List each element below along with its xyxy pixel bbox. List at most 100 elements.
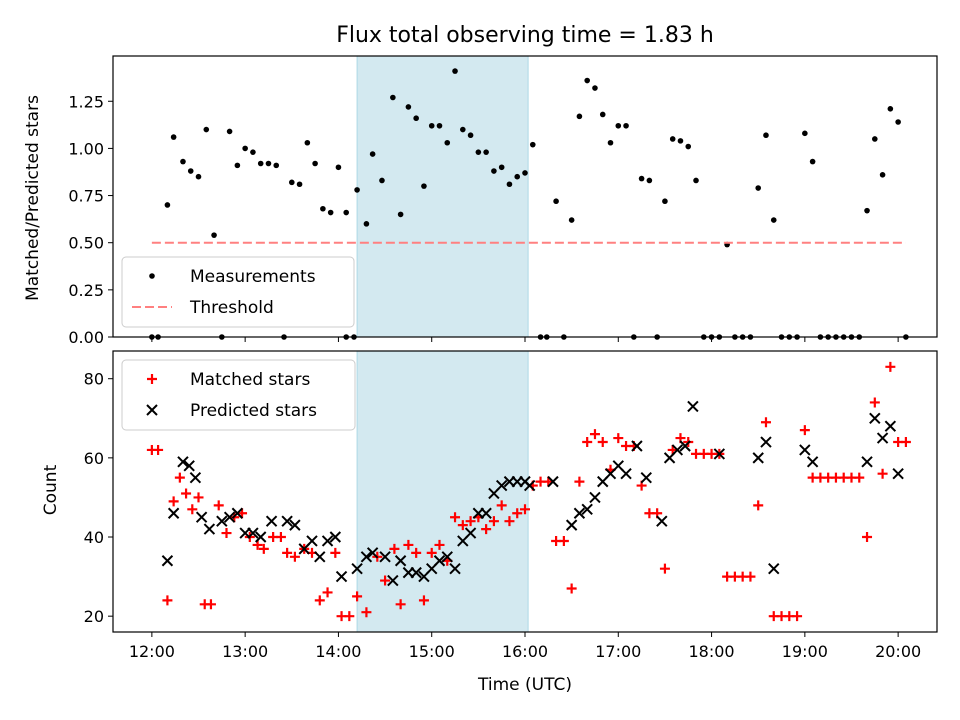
measurement-point — [755, 185, 762, 191]
measurement-point — [770, 217, 777, 223]
matched-star-point — [597, 437, 608, 448]
matched-star-point — [314, 595, 325, 606]
measurement-point — [312, 160, 318, 167]
measurement-point — [273, 162, 280, 169]
predicted-star-point — [189, 471, 202, 484]
measurement-point — [623, 122, 629, 129]
legend: Measurements Threshold — [121, 256, 355, 328]
measurement-point — [390, 94, 396, 101]
x-tick-label: 16:00 — [502, 642, 548, 661]
measurement-point — [211, 232, 217, 238]
measurement-point — [607, 139, 614, 146]
matched-star-point — [418, 595, 429, 606]
predicted-star-point — [752, 452, 764, 464]
y-tick-label: 0.50 — [68, 234, 104, 253]
chart-title: Flux total observing time = 1.83 h — [336, 23, 714, 48]
measurement-point — [864, 207, 870, 214]
predicted-star-point — [656, 515, 668, 527]
measurement-point — [568, 217, 575, 223]
bottom-y-axis-label: Count — [41, 464, 61, 515]
measurement-point — [763, 132, 769, 139]
predicted-star-point — [581, 503, 593, 516]
predicted-star-point — [565, 519, 578, 531]
predicted-star-point — [573, 507, 586, 519]
measurement-point — [599, 111, 606, 118]
matched-star-point — [213, 500, 224, 511]
predicted-star-point — [892, 467, 904, 480]
matched-star-point — [488, 516, 499, 527]
measurement-point — [354, 187, 360, 193]
matched-star-point — [322, 587, 333, 598]
predicted-star-point — [589, 491, 601, 504]
matched-star-point — [205, 599, 216, 610]
matched-star-point — [520, 504, 530, 515]
measurement-point — [327, 209, 334, 216]
predicted-star-point — [713, 448, 726, 460]
matched-star-point — [426, 547, 437, 558]
matched-star-point — [760, 417, 771, 428]
matched-star-point — [885, 361, 896, 372]
matched-star-point — [411, 547, 422, 558]
predicted-star-point — [161, 555, 174, 567]
matched-star-point — [289, 551, 300, 562]
matched-star-point — [496, 500, 507, 511]
predicted-star-point — [216, 515, 228, 527]
legend-label: Predicted stars — [190, 401, 317, 421]
predicted-star-point — [379, 551, 391, 563]
measurement-point — [553, 198, 559, 205]
predicted-star-point — [441, 551, 453, 563]
predicted-star-point — [394, 555, 407, 567]
measurement-point — [320, 205, 326, 212]
predicted-star-point — [876, 432, 889, 444]
predicted-star-point — [387, 574, 399, 587]
x-tick-label: 15:00 — [409, 642, 455, 661]
measurement-point — [662, 198, 668, 205]
x-tick-label: 17:00 — [595, 642, 641, 661]
predicted-star-point — [289, 519, 301, 531]
predicted-star-point — [671, 444, 684, 456]
x-tick-label: 14:00 — [315, 642, 361, 661]
y-tick-label: 20 — [84, 607, 104, 626]
matched-star-point — [221, 528, 232, 539]
matched-star-point — [380, 575, 391, 586]
top-panel: 0.00 0.25 0.50 0.75 1.00 1.25 Measurements Thre… — [68, 55, 938, 347]
measurement-point — [669, 136, 676, 142]
matched-star-point — [457, 520, 468, 531]
predicted-star-point — [314, 551, 326, 563]
bottom-panel: 20 40 60 80 12:00 13:00 14:00 15:00 16:00 17:00 18… — [84, 350, 938, 661]
measurement-point — [467, 132, 474, 139]
y-tick-label: 60 — [84, 449, 104, 468]
predicted-star-point — [321, 535, 334, 547]
predicted-star-point — [861, 456, 873, 468]
predicted-star-point — [687, 400, 699, 413]
matched-star-point — [854, 472, 865, 483]
legend-measurement-swatch — [149, 273, 155, 279]
matched-star-point — [434, 539, 445, 550]
matched-star-point — [862, 532, 873, 543]
measurement-point — [397, 211, 404, 218]
matched-star-point — [252, 539, 263, 550]
legend-label: Measurements — [190, 267, 316, 287]
x-tick-label: 18:00 — [689, 642, 735, 661]
x-tick-label: 20:00 — [875, 642, 921, 661]
x-axis-label: Time (UTC) — [477, 675, 572, 695]
measurement-point — [226, 128, 233, 135]
measurement-point — [498, 164, 505, 171]
matched-star-point — [792, 611, 803, 622]
measurement-point — [250, 149, 256, 155]
predicted-star-point — [351, 562, 363, 575]
matched-star-point — [258, 543, 269, 554]
matched-star-point — [512, 508, 523, 519]
x-tick-label: 13:00 — [222, 642, 268, 661]
measurement-point — [584, 77, 590, 84]
measurement-point — [234, 162, 241, 169]
matched-star-point — [187, 504, 198, 515]
matched-star-point — [330, 547, 341, 558]
matched-star-point — [450, 512, 461, 523]
measurement-point — [187, 168, 194, 174]
measurement-point — [615, 122, 622, 129]
measurement-point — [335, 164, 342, 171]
measurement-point — [879, 172, 886, 178]
measurement-point — [872, 136, 878, 142]
matched-star-point — [566, 583, 577, 594]
